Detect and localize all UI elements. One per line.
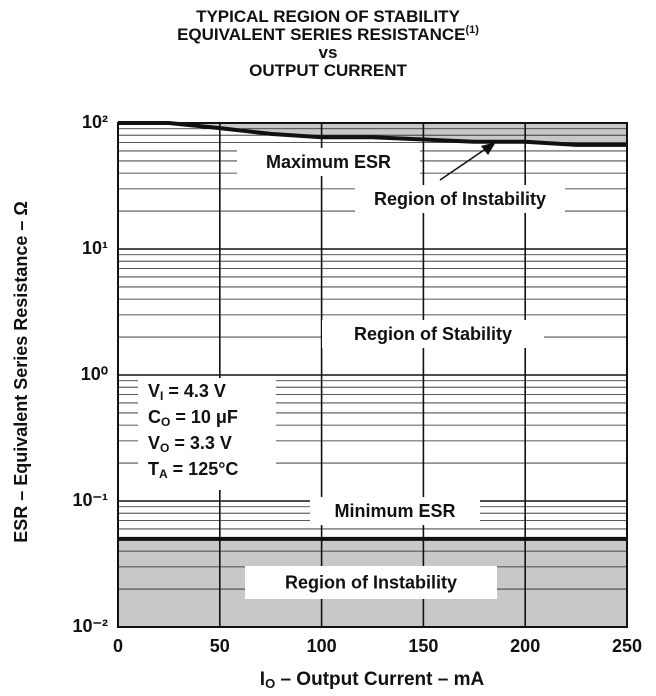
subscript: O (265, 676, 275, 691)
arrow-head (481, 142, 496, 155)
label-box (322, 320, 544, 348)
symbol: C (148, 407, 161, 427)
x-tick-label: 250 (612, 636, 642, 656)
subscript: I (160, 389, 163, 403)
chart-title: OUTPUT CURRENT (249, 61, 407, 80)
condition-text: = 10 μF (170, 407, 238, 427)
annotation: Maximum ESR (266, 152, 391, 172)
symbol: I (260, 669, 265, 690)
y-tick-label: 10⁻² (72, 616, 108, 636)
title-line: EQUIVALENT SERIES RESISTANCE (177, 25, 465, 44)
y-tick-label: 10² (82, 112, 108, 132)
label-box (237, 148, 420, 176)
condition-text: = 3.3 V (169, 433, 232, 453)
label-box (355, 185, 565, 213)
series-line (118, 121, 627, 147)
subscript: A (159, 467, 168, 481)
x-tick-label: 150 (408, 636, 438, 656)
condition-text: = 125°C (168, 459, 239, 479)
condition: VI = 4.3 V (148, 381, 226, 403)
plot-frame (117, 122, 628, 628)
y-tick-label: 10⁻¹ (72, 490, 108, 510)
condition-text: = 4.3 V (163, 381, 226, 401)
symbol: V (148, 381, 160, 401)
symbol: T (148, 459, 159, 479)
condition: CO = 10 μF (148, 407, 238, 429)
subscript: O (160, 441, 169, 455)
x-tick-label: 100 (307, 636, 337, 656)
x-tick-label: 50 (210, 636, 230, 656)
chart-title: vs (319, 43, 338, 62)
annotation: Region of Stability (354, 324, 512, 344)
y-tick-label: 10¹ (82, 238, 108, 258)
title-line: OUTPUT CURRENT (249, 61, 407, 80)
condition: TA = 125°C (148, 459, 238, 481)
label-box (245, 566, 497, 599)
title-note: (1) (465, 24, 479, 36)
x-tick-label: 0 (113, 636, 123, 656)
axis-text: – Output Current – mA (275, 669, 484, 690)
label-box (138, 378, 276, 490)
x-tick-label: 200 (510, 636, 540, 656)
annotation: Region of Instability (374, 189, 546, 209)
symbol: V (148, 433, 160, 453)
condition: VO = 3.3 V (148, 433, 232, 455)
arrow (439, 147, 488, 181)
y-tick-label: 10⁰ (81, 364, 108, 384)
chart-title: TYPICAL REGION OF STABILITY (196, 7, 460, 26)
annotation: Region of Instability (285, 572, 457, 592)
title-line: TYPICAL REGION OF STABILITY (196, 7, 460, 26)
subscript: O (161, 415, 170, 429)
label-box (310, 497, 480, 525)
chart-title: EQUIVALENT SERIES RESISTANCE(1) (177, 24, 479, 45)
x-axis-label: IO – Output Current – mA (260, 669, 485, 691)
y-axis-label: ESR – Equivalent Series Resistance – Ω (11, 201, 31, 543)
annotation: Minimum ESR (334, 501, 455, 521)
title-line: vs (319, 43, 338, 62)
